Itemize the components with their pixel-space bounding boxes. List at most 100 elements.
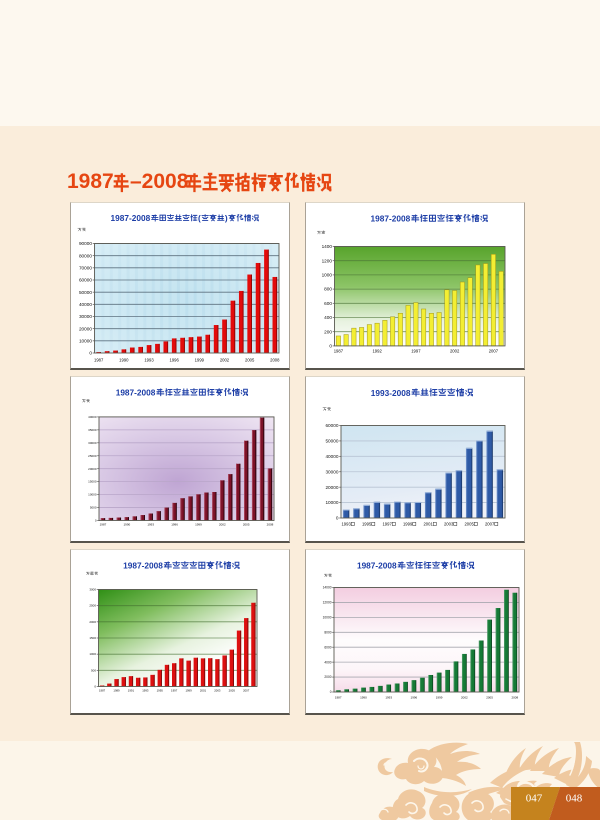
svg-text:40000: 40000: [88, 415, 97, 419]
svg-text:3000: 3000: [89, 588, 96, 592]
svg-text:70000: 70000: [79, 265, 92, 270]
svg-text:–2008: –2008: [130, 172, 189, 193]
svg-text:1996: 1996: [411, 696, 418, 700]
svg-text:1990: 1990: [119, 357, 129, 362]
svg-text:1993: 1993: [142, 689, 149, 693]
svg-text:(: (: [198, 213, 201, 223]
svg-text:30000: 30000: [79, 314, 92, 319]
svg-text:1987: 1987: [94, 357, 104, 362]
svg-text:12000: 12000: [323, 601, 332, 605]
svg-text:50000: 50000: [79, 290, 92, 295]
svg-text:1987-2008: 1987-2008: [371, 214, 411, 224]
svg-text:1995: 1995: [157, 689, 164, 693]
svg-text:1999: 1999: [185, 689, 192, 693]
svg-text:5000: 5000: [90, 506, 97, 510]
svg-text:60000: 60000: [325, 423, 338, 428]
svg-text:1997: 1997: [411, 349, 421, 354]
svg-text:200: 200: [324, 329, 332, 334]
svg-text:1987: 1987: [100, 523, 107, 527]
svg-text:048: 048: [566, 793, 583, 805]
svg-text:800: 800: [324, 287, 332, 292]
svg-text:2001: 2001: [423, 522, 433, 527]
svg-text:1987: 1987: [99, 689, 106, 693]
svg-text:1500: 1500: [89, 636, 96, 640]
svg-text:40000: 40000: [79, 302, 92, 307]
svg-text:2002: 2002: [461, 696, 468, 700]
svg-text:20000: 20000: [79, 326, 92, 331]
svg-text:1987-2008: 1987-2008: [357, 561, 397, 571]
svg-text:25000: 25000: [88, 454, 97, 458]
svg-text:14000: 14000: [323, 586, 332, 590]
svg-text:1400: 1400: [322, 244, 333, 249]
svg-text:90000: 90000: [79, 241, 92, 246]
svg-text:6000: 6000: [324, 645, 331, 649]
svg-text:8000: 8000: [324, 630, 331, 634]
svg-text:1993: 1993: [385, 696, 392, 700]
svg-text:2008: 2008: [270, 357, 280, 362]
svg-text:2005: 2005: [245, 357, 255, 362]
svg-text:10000: 10000: [88, 493, 97, 497]
svg-text:1987: 1987: [335, 696, 342, 700]
svg-text:047: 047: [526, 793, 543, 805]
svg-text:2002: 2002: [450, 349, 460, 354]
svg-text:0: 0: [95, 519, 97, 523]
svg-text:1993: 1993: [147, 523, 154, 527]
svg-text:1987-2008: 1987-2008: [116, 387, 156, 397]
svg-text:): ): [225, 213, 228, 223]
svg-text:2000: 2000: [89, 620, 96, 624]
svg-text:1996: 1996: [170, 357, 180, 362]
svg-text:60000: 60000: [79, 278, 92, 283]
svg-text:1000: 1000: [322, 273, 333, 278]
svg-text:2000: 2000: [324, 675, 331, 679]
svg-text:1997: 1997: [171, 689, 178, 693]
svg-text:10000: 10000: [79, 338, 92, 343]
svg-text:30000: 30000: [325, 469, 338, 474]
svg-text:1000: 1000: [89, 652, 96, 656]
svg-text:1999: 1999: [403, 522, 413, 527]
svg-text:1200: 1200: [322, 258, 333, 263]
svg-text:1996: 1996: [171, 523, 178, 527]
svg-text:2005: 2005: [464, 522, 474, 527]
svg-text:1987-2008: 1987-2008: [111, 213, 151, 223]
svg-text:0: 0: [330, 690, 332, 694]
svg-text:1990: 1990: [360, 696, 367, 700]
svg-text:2007: 2007: [243, 689, 250, 693]
svg-text:10000: 10000: [325, 500, 338, 505]
svg-text:2001: 2001: [200, 689, 207, 693]
svg-text:1993: 1993: [144, 357, 154, 362]
svg-text:2005: 2005: [243, 523, 250, 527]
svg-text:50000: 50000: [325, 439, 338, 444]
svg-text:1995: 1995: [362, 522, 372, 527]
svg-text:20000: 20000: [325, 485, 338, 490]
svg-text:35000: 35000: [88, 428, 97, 432]
svg-text:2003: 2003: [214, 689, 221, 693]
svg-text:2005: 2005: [229, 689, 236, 693]
svg-text:1987-2008: 1987-2008: [123, 561, 163, 571]
svg-text:2002: 2002: [219, 523, 226, 527]
svg-text:80000: 80000: [79, 253, 92, 258]
svg-text:1992: 1992: [372, 349, 382, 354]
svg-text:1999: 1999: [195, 357, 205, 362]
svg-text:1993: 1993: [341, 522, 351, 527]
svg-text:2008: 2008: [511, 696, 518, 700]
svg-text:0: 0: [89, 351, 92, 356]
svg-text:2007: 2007: [489, 349, 499, 354]
svg-text:1991: 1991: [128, 689, 135, 693]
svg-text:2500: 2500: [89, 604, 96, 608]
svg-text:20000: 20000: [88, 467, 97, 471]
svg-text:1999: 1999: [436, 696, 443, 700]
svg-text:2008: 2008: [267, 523, 274, 527]
svg-text:15000: 15000: [88, 480, 97, 484]
svg-text:600: 600: [324, 301, 332, 306]
svg-text:0: 0: [329, 344, 332, 349]
svg-text:1987: 1987: [67, 172, 114, 193]
svg-text:0: 0: [94, 685, 96, 689]
svg-text:2005: 2005: [486, 696, 493, 700]
svg-text:10000: 10000: [323, 615, 332, 619]
svg-text:1990: 1990: [123, 523, 130, 527]
svg-text:1987: 1987: [334, 349, 344, 354]
svg-text:1993-2008: 1993-2008: [371, 388, 411, 398]
svg-text:1999: 1999: [195, 523, 202, 527]
svg-text:500: 500: [91, 668, 96, 672]
svg-text:40000: 40000: [325, 454, 338, 459]
